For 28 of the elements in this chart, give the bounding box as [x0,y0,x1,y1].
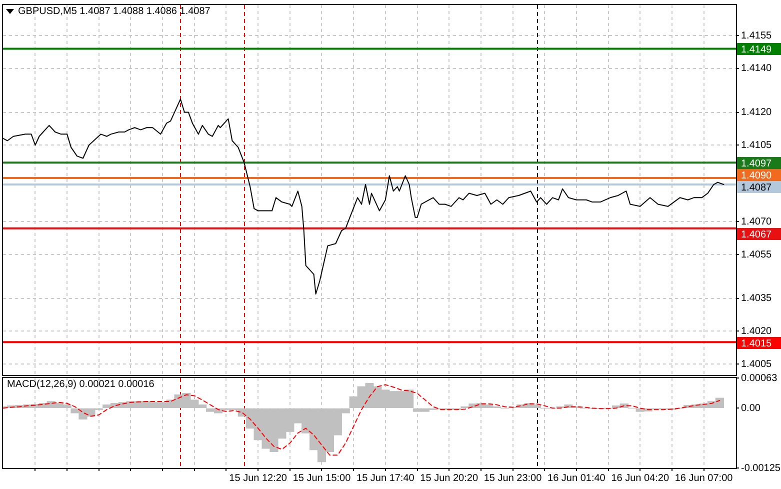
x-tick-label: 16 Jun 07:00 [674,472,734,484]
ref-line-label: 1.4090 [741,170,772,182]
y-tick-label: 0.00 [741,402,761,414]
x-tick-label: 15 Jun 15:00 [292,472,352,484]
ref-line-label: 1.4087 [741,182,772,194]
y-tick-label: 1.4105 [741,140,772,151]
ref-line-label: 1.4149 [741,44,772,56]
x-tick-label: 15 Jun 20:20 [420,472,478,484]
y-tick-label: 0.00063 [741,372,778,384]
x-tick-label: 16 Jun 01:40 [548,472,606,484]
ref-line-label: 1.4097 [741,158,772,170]
x-tick-label: 15 Jun 12:20 [229,472,288,484]
y-tick-label: -0.00125 [741,462,781,474]
y-tick-label: 1.4120 [741,107,772,118]
chart-title: MACD(12,26,9) 0.00021 0.00016 [7,378,155,390]
y-tick-label: 1.4055 [741,249,772,260]
x-tick-label: 16 Jun 04:20 [611,472,670,484]
y-tick-label: 1.4005 [741,358,772,370]
ref-line-label: 1.4015 [741,338,772,350]
y-tick-label: 1.4035 [741,293,772,304]
x-tick-label: 15 Jun 23:00 [484,472,542,484]
y-tick-label: 1.4070 [741,216,772,228]
ref-line-label: 1.4067 [741,229,772,240]
y-tick-label: 1.4140 [741,63,772,74]
x-tick-label: 15 Jun 17:40 [356,472,415,484]
y-tick-label: 1.4020 [741,326,772,337]
y-tick-label: 1.4155 [741,30,772,42]
chart-title: GBPUSD,M5 1.4087 1.4088 1.4086 1.4087 [18,6,211,17]
